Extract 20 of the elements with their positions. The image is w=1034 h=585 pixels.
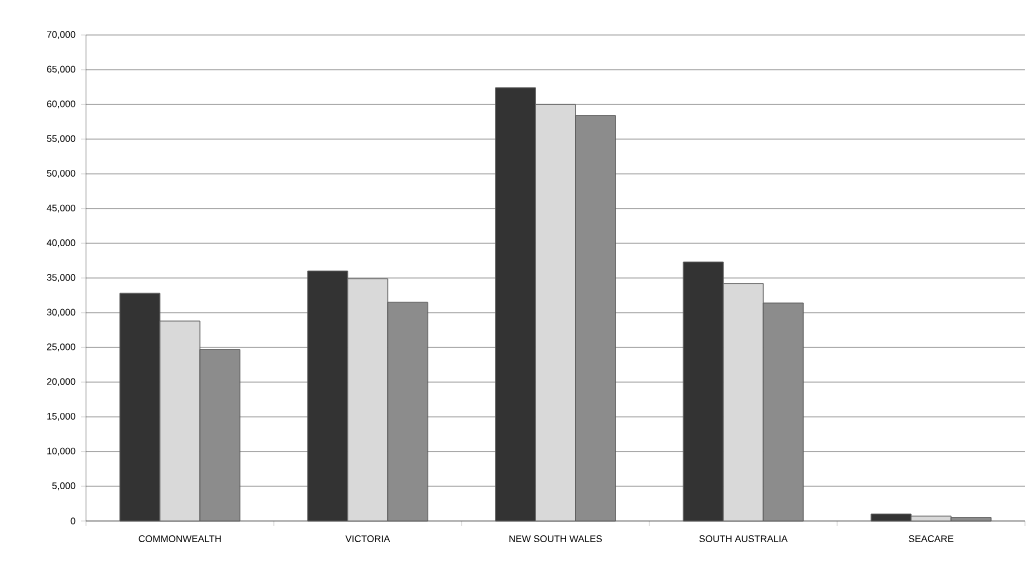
y-tick-label: 70,000 — [47, 31, 76, 39]
y-tick-label: 50,000 — [46, 169, 76, 178]
y-tick-label: 10,000 — [47, 447, 76, 456]
y-tick-label: 20,000 — [47, 378, 76, 387]
y-tick-label: 0 — [70, 517, 76, 525]
x-tick-label: SEACARE — [908, 535, 954, 543]
x-tick-label: SOUTH AUSTRALIA — [699, 535, 788, 543]
y-tick-label: 35,000 — [46, 274, 76, 282]
y-tick-label: 60,000 — [47, 100, 76, 109]
y-tick-label: 40,000 — [46, 239, 76, 248]
y-tick-label: 15,000 — [47, 412, 76, 421]
y-tick-label: 55,000 — [46, 135, 76, 144]
x-tick-label: NEW SOUTH WALES — [509, 535, 602, 543]
x-tick-label: VICTORIA — [345, 535, 391, 543]
y-tick-label: 25,000 — [47, 343, 76, 352]
x-tick-label: COMMONWEALTH — [138, 535, 221, 543]
y-tick-label: 65,000 — [47, 65, 76, 74]
y-tick-label: 30,000 — [46, 308, 76, 317]
y-tick-label: 5,000 — [52, 482, 76, 491]
y-tick-label: 45,000 — [46, 204, 76, 213]
